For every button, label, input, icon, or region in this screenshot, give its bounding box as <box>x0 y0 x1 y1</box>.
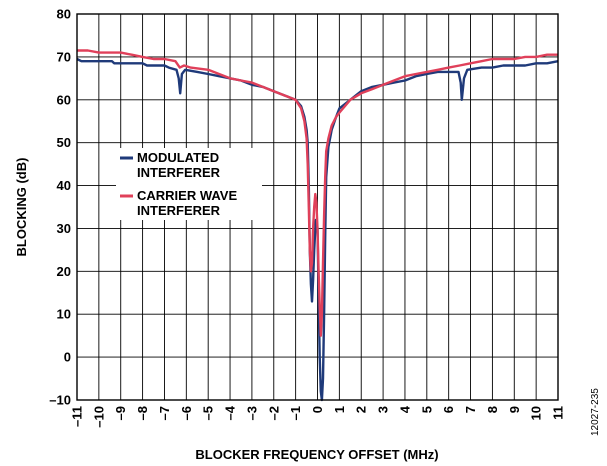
x-tick-label: 4 <box>397 405 412 413</box>
legend-background <box>116 148 262 220</box>
x-tick-label: –10 <box>91 406 106 428</box>
y-tick-label: 10 <box>57 307 71 322</box>
x-tick-label: 10 <box>529 406 544 420</box>
x-tick-label: 11 <box>551 406 566 420</box>
x-tick-label: –8 <box>135 406 150 420</box>
x-tick-label: 6 <box>441 406 456 413</box>
y-tick-label: 80 <box>57 7 71 22</box>
x-tick-label: 1 <box>332 406 347 413</box>
y-tick-label: 50 <box>57 135 71 150</box>
x-tick-label: –3 <box>244 406 259 420</box>
x-tick-label: –11 <box>70 406 85 427</box>
y-tick-label: 30 <box>57 221 71 236</box>
legend: MODULATED INTERFERER CARRIER WAVE INTERF… <box>116 148 262 220</box>
y-tick-label: –10 <box>49 393 71 408</box>
series-line-carrier <box>77 49 558 337</box>
legend-label-carrier-line1: CARRIER WAVE <box>137 188 237 203</box>
y-tick-label: 0 <box>64 350 71 365</box>
x-axis-title: BLOCKER FREQUENCY OFFSET (MHz) <box>195 447 438 462</box>
x-tick-label: 9 <box>507 406 522 413</box>
x-tick-label: 2 <box>354 406 369 413</box>
x-tick-label: 8 <box>485 406 500 413</box>
x-tick-label: 3 <box>376 406 391 413</box>
plot-frame <box>76 13 559 401</box>
x-tick-label: –5 <box>201 406 216 420</box>
y-axis-title: BLOCKING (dB) <box>14 158 29 257</box>
x-tick-labels: –11 –10 –9 –8 –7 –6 –5 –4 –3 –2 –1 0 1 2 3 4 5 6 7 8 9 10 11 <box>70 405 566 427</box>
y-tick-label: 60 <box>57 92 71 107</box>
x-tick-label: –4 <box>223 405 238 420</box>
figure-id: 12027-235 <box>590 388 601 436</box>
y-tick-label: 40 <box>57 178 71 193</box>
x-tick-label: 0 <box>310 406 325 413</box>
x-tick-label: –6 <box>179 406 194 420</box>
x-tick-label: –1 <box>288 406 303 420</box>
y-tick-label: 70 <box>57 49 71 64</box>
x-tick-label: –2 <box>266 406 281 420</box>
x-tick-label: –7 <box>157 406 172 420</box>
series-lines <box>76 49 559 402</box>
x-tick-label: 5 <box>419 406 434 413</box>
legend-label-modulated-line2: INTERFERER <box>137 165 221 180</box>
legend-label-modulated-line1: MODULATED <box>137 150 219 165</box>
legend-label-carrier-line2: INTERFERER <box>137 203 221 218</box>
y-tick-label: 20 <box>57 264 71 279</box>
x-tick-label: –9 <box>113 406 128 420</box>
x-tick-label: 7 <box>463 406 478 413</box>
y-tick-labels: –10 0 10 20 30 40 50 60 70 80 <box>49 7 71 408</box>
